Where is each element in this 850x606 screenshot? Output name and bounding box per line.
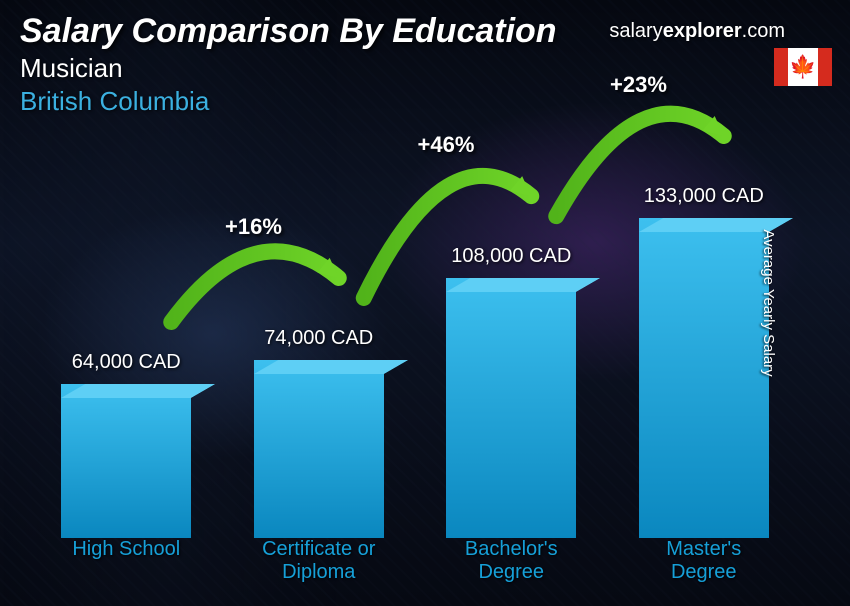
page-region: British Columbia bbox=[20, 86, 830, 117]
bar bbox=[639, 218, 769, 538]
bar-value-label: 108,000 CAD bbox=[451, 245, 571, 268]
bar-wrap: 64,000 CAD bbox=[30, 130, 223, 538]
category-label: Certificate orDiploma bbox=[223, 538, 416, 588]
category-labels: High SchoolCertificate orDiplomaBachelor… bbox=[30, 538, 800, 588]
canada-flag-icon: 🍁 bbox=[774, 48, 832, 86]
brand-part2: explorer bbox=[663, 20, 742, 42]
category-label: High School bbox=[30, 538, 223, 588]
bar bbox=[61, 384, 191, 538]
brand-watermark: salaryexplorer.com bbox=[609, 20, 785, 43]
increment-label: +46% bbox=[418, 132, 475, 158]
bar bbox=[254, 360, 384, 538]
brand-part3: .com bbox=[742, 20, 785, 42]
bars-container: 64,000 CAD 74,000 CAD 108,000 CAD 133,000 C… bbox=[30, 130, 800, 538]
bar bbox=[446, 278, 576, 538]
category-label: Master'sDegree bbox=[608, 538, 801, 588]
bar-value-label: 133,000 CAD bbox=[644, 185, 764, 208]
y-axis-label: Average Yearly Salary bbox=[760, 229, 777, 376]
salary-bar-chart: 64,000 CAD 74,000 CAD 108,000 CAD 133,000 C… bbox=[30, 130, 800, 588]
bar-value-label: 64,000 CAD bbox=[72, 351, 181, 374]
page-subtitle: Musician bbox=[20, 53, 830, 84]
bar-value-label: 74,000 CAD bbox=[264, 327, 373, 350]
category-label: Bachelor'sDegree bbox=[415, 538, 608, 588]
maple-leaf-icon: 🍁 bbox=[789, 56, 816, 78]
bar-wrap: 74,000 CAD bbox=[223, 130, 416, 538]
brand-part1: salary bbox=[609, 20, 662, 42]
increment-label: +16% bbox=[225, 214, 282, 240]
bar-wrap: 108,000 CAD bbox=[415, 130, 608, 538]
